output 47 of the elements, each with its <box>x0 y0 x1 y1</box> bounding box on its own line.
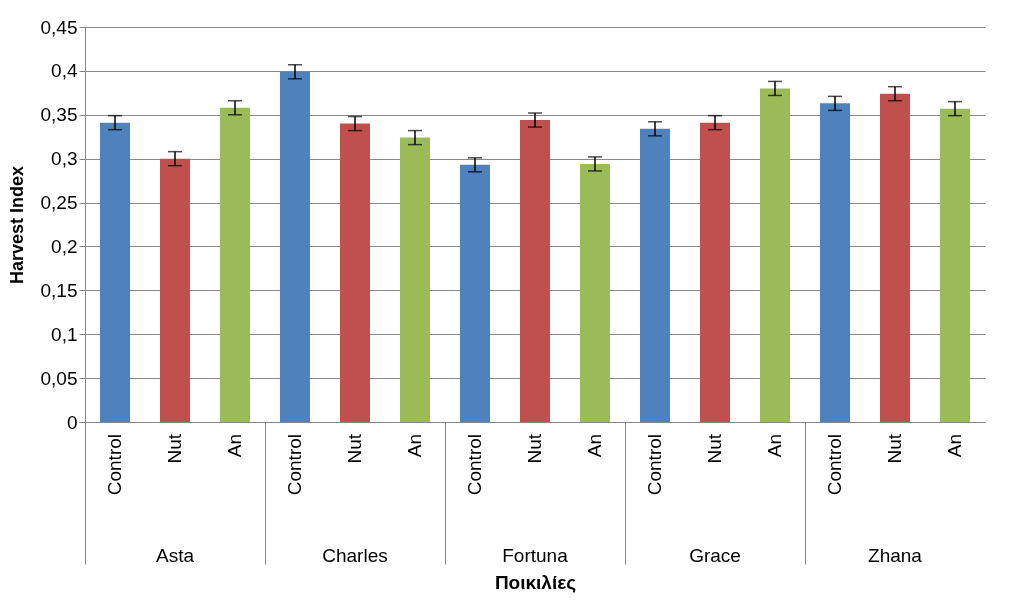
text: An <box>944 434 965 458</box>
text: Control <box>104 434 125 496</box>
text: An <box>224 434 245 458</box>
bar <box>160 158 190 422</box>
x-tick-label: Fortuna <box>502 544 569 566</box>
text: Control <box>824 434 845 496</box>
bar <box>700 122 730 422</box>
y-tick-label: 0,05 <box>40 367 78 389</box>
text: An <box>764 434 785 458</box>
text: Nut <box>524 434 545 464</box>
bar <box>940 108 970 422</box>
bar <box>760 88 790 422</box>
text: Nut <box>884 434 905 464</box>
bar <box>520 120 550 422</box>
text: Control <box>464 434 485 496</box>
y-tick-label: 0,25 <box>40 192 78 214</box>
y-tick-label: 0,45 <box>40 16 78 38</box>
bar <box>460 164 490 422</box>
y-tick-label: 0 <box>66 411 78 433</box>
y-axis-title: Harvest Index <box>6 165 27 285</box>
text: Nut <box>164 433 185 464</box>
bar <box>880 93 910 422</box>
bar <box>640 128 670 422</box>
bar <box>220 107 250 422</box>
y-tick-label: 0,2 <box>51 235 78 257</box>
x-tick-label: Asta <box>155 544 195 566</box>
bar <box>100 122 130 422</box>
bar <box>400 137 430 422</box>
y-tick-label: 0,3 <box>51 148 78 170</box>
y-tick-label: 0,35 <box>40 104 78 126</box>
text: Nut <box>344 434 365 464</box>
text: An <box>584 434 605 458</box>
text: Nut <box>704 434 725 464</box>
x-axis-title: Ποικιλίες <box>494 571 577 593</box>
y-tick-label: 0,1 <box>51 323 78 345</box>
bar <box>280 71 310 422</box>
text: An <box>404 434 425 458</box>
text: Control <box>284 434 305 496</box>
bar <box>580 163 610 422</box>
y-tick-label: 0,15 <box>40 279 78 301</box>
bar <box>340 123 370 422</box>
x-tick-label: Charles <box>322 544 388 566</box>
x-tick-label: Zhana <box>868 544 923 566</box>
y-tick-label: 0,4 <box>51 60 78 82</box>
text: Control <box>644 434 665 496</box>
x-tick-label: Grace <box>689 544 741 566</box>
bar <box>820 103 850 422</box>
